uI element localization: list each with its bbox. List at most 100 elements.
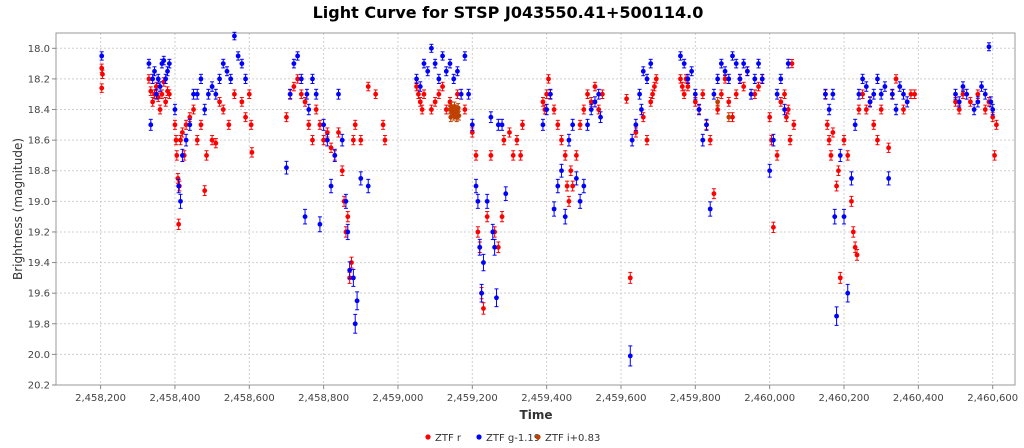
data-point <box>298 91 304 97</box>
data-point <box>849 175 854 181</box>
data-point <box>551 206 557 212</box>
data-point <box>722 76 728 82</box>
data-point <box>637 91 642 97</box>
data-point <box>551 107 557 112</box>
data-point <box>785 61 791 67</box>
data-point <box>841 137 847 143</box>
data-point <box>462 53 468 59</box>
data-point <box>837 153 843 158</box>
data-point <box>165 68 170 74</box>
data-point <box>581 107 587 112</box>
data-point <box>559 168 564 174</box>
data-point <box>380 122 386 128</box>
data-point <box>592 84 598 89</box>
data-point <box>689 68 695 74</box>
x-tick-label: 2,460,600 <box>967 393 1018 404</box>
x-tick-label: 2,460,200 <box>819 393 870 404</box>
data-point <box>886 175 892 181</box>
data-point <box>893 107 899 112</box>
data-point <box>484 214 490 220</box>
data-point <box>148 88 154 94</box>
data-point <box>194 91 200 97</box>
data-point <box>644 76 650 82</box>
data-point <box>828 153 834 158</box>
data-point <box>163 99 169 105</box>
data-point <box>897 84 903 89</box>
data-point <box>447 61 453 67</box>
y-tick-label: 20.0 <box>28 350 50 361</box>
data-point <box>176 221 182 227</box>
data-point <box>975 91 981 97</box>
data-point <box>518 153 524 158</box>
data-point <box>510 153 516 158</box>
data-point <box>696 107 702 112</box>
data-points <box>99 31 999 367</box>
data-point <box>99 85 105 91</box>
data-point <box>901 91 906 97</box>
data-point <box>209 137 215 143</box>
data-point <box>514 137 520 143</box>
data-point <box>726 114 732 120</box>
data-point <box>226 122 232 128</box>
data-point <box>220 61 226 67</box>
x-tick-label: 2,459,800 <box>670 393 721 404</box>
data-point <box>495 244 501 250</box>
data-point <box>990 114 996 120</box>
data-point <box>624 96 629 102</box>
data-point <box>191 91 196 97</box>
data-point <box>159 91 165 97</box>
data-point <box>633 130 639 135</box>
data-point <box>860 76 866 82</box>
data-point <box>836 168 841 174</box>
data-point <box>756 84 761 89</box>
data-point <box>639 107 644 112</box>
data-point <box>148 122 154 128</box>
data-point <box>153 91 159 97</box>
data-point <box>492 244 498 250</box>
data-point <box>748 91 754 97</box>
data-point <box>466 91 471 97</box>
data-point <box>339 137 345 143</box>
data-point <box>204 153 209 158</box>
data-point <box>443 68 449 74</box>
y-tick-label: 19.6 <box>28 289 50 300</box>
data-point <box>867 99 873 105</box>
y-tick-label: 18.6 <box>28 136 50 147</box>
data-point <box>503 191 509 197</box>
x-tick-label: 2,459,200 <box>447 393 498 404</box>
data-point <box>520 122 525 128</box>
data-point <box>568 168 574 174</box>
data-point <box>499 214 505 220</box>
data-point <box>823 91 828 97</box>
data-point <box>365 84 371 89</box>
data-point <box>653 76 659 82</box>
data-point <box>581 183 587 189</box>
data-point <box>679 84 685 89</box>
y-tick-label: 18.2 <box>28 74 50 85</box>
data-point <box>956 99 962 105</box>
data-point <box>852 244 858 250</box>
data-point <box>150 76 156 82</box>
data-point <box>213 140 219 146</box>
data-point <box>495 122 501 128</box>
data-point <box>166 61 172 67</box>
data-point <box>778 76 784 82</box>
data-point <box>484 198 490 204</box>
legend-label: ZTF i+0.83 <box>545 433 600 444</box>
data-point <box>704 122 709 128</box>
data-point <box>971 107 977 112</box>
data-point <box>700 137 706 143</box>
data-point <box>205 91 211 97</box>
data-point <box>845 153 851 158</box>
data-point <box>284 114 289 120</box>
x-tick-label: 2,459,400 <box>521 393 572 404</box>
data-point <box>596 91 602 97</box>
data-point <box>302 99 308 105</box>
data-point <box>871 91 877 97</box>
data-point <box>310 137 315 143</box>
data-point <box>473 153 479 158</box>
data-point <box>100 71 105 77</box>
data-point <box>737 76 743 82</box>
data-point <box>715 107 721 112</box>
data-point <box>172 122 178 128</box>
